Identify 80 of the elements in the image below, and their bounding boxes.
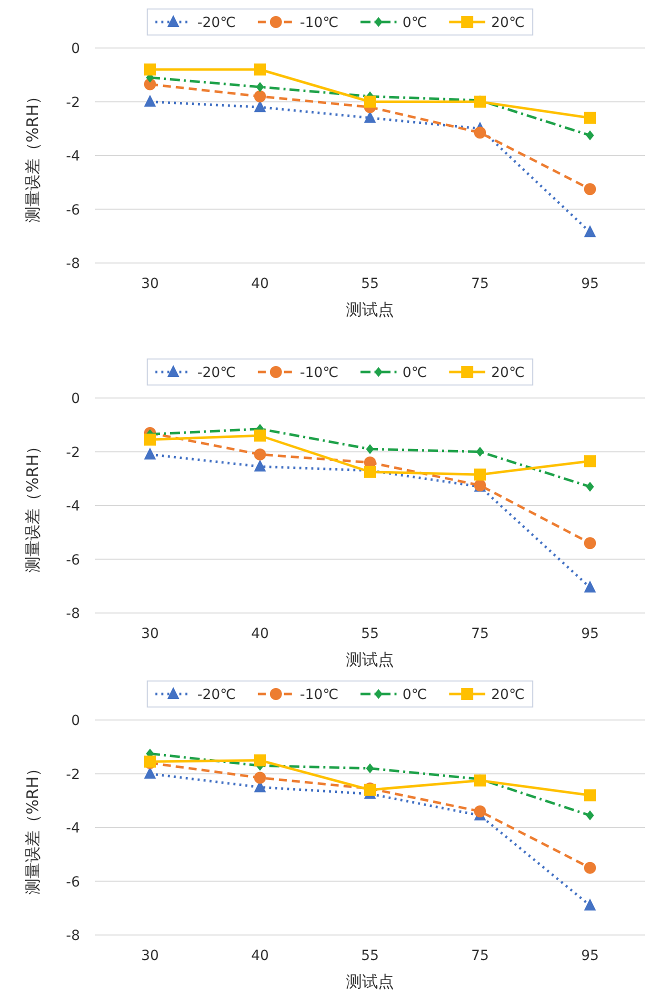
point: [474, 468, 486, 481]
x-tick-label: 40: [251, 276, 269, 292]
legend-label: 20℃: [491, 687, 525, 703]
x-tick-label: 75: [471, 276, 489, 292]
point: [584, 862, 596, 874]
legend-label: 20℃: [491, 15, 525, 31]
point: [254, 772, 266, 784]
legend-label: -20℃: [197, 687, 236, 703]
legend-label: -20℃: [197, 365, 236, 381]
legend-label: -10℃: [300, 365, 338, 381]
point: [584, 580, 596, 592]
x-tick-label: 75: [471, 948, 489, 964]
x-tick-label: 30: [141, 948, 159, 964]
x-tick-label: 55: [361, 626, 379, 642]
point: [586, 130, 594, 140]
point: [584, 183, 596, 196]
point: [586, 810, 594, 820]
y-tick-label: -6: [66, 552, 80, 568]
point: [256, 82, 264, 92]
y-tick-label: -6: [66, 202, 80, 218]
point: [584, 898, 596, 910]
x-tick-label: 30: [141, 626, 159, 642]
x-axis-title: 测试点: [346, 300, 394, 319]
x-tick-label: 40: [251, 948, 269, 964]
point: [584, 789, 596, 802]
y-tick-label: -4: [66, 498, 80, 514]
point: [366, 763, 374, 774]
legend-label: -20℃: [197, 15, 236, 31]
point: [584, 225, 596, 238]
point: [254, 90, 266, 102]
point: [144, 447, 156, 460]
x-tick-label: 55: [361, 948, 379, 964]
legend-label: 20℃: [491, 365, 525, 381]
point: [474, 126, 486, 139]
point: [584, 112, 596, 124]
point: [364, 96, 376, 108]
point: [586, 482, 594, 492]
point: [254, 754, 266, 766]
x-tick-label: 55: [361, 276, 379, 292]
point: [366, 444, 374, 454]
legend-label: 0℃: [402, 365, 428, 381]
legend-label: 0℃: [402, 15, 428, 31]
x-tick-label: 30: [141, 276, 159, 292]
x-tick-label: 40: [251, 626, 269, 642]
legend-label: 0℃: [402, 687, 428, 703]
y-tick-label: -6: [66, 874, 80, 890]
y-tick-label: -4: [66, 148, 80, 164]
y-tick-label: -8: [66, 606, 80, 622]
point: [474, 96, 486, 108]
x-axis-title: 测试点: [346, 650, 394, 669]
point: [254, 448, 266, 460]
y-tick-label: -8: [66, 928, 80, 944]
point: [254, 64, 266, 76]
point: [144, 64, 156, 76]
x-tick-label: 95: [581, 626, 599, 642]
x-axis-title: 测试点: [346, 972, 394, 991]
point: [584, 455, 596, 468]
point: [254, 460, 266, 472]
point: [476, 446, 484, 457]
point: [144, 434, 156, 446]
y-tick-label: 0: [71, 713, 80, 729]
legend-label: -10℃: [300, 687, 338, 703]
y-tick-label: 0: [71, 41, 80, 57]
y-axis-title: 测量误差（%RH）: [23, 760, 42, 895]
legend-label: -10℃: [300, 15, 338, 31]
point: [144, 94, 156, 107]
y-tick-label: -2: [66, 94, 80, 111]
x-tick-label: 95: [581, 276, 599, 292]
y-axis-title: 测量误差（%RH）: [23, 88, 42, 223]
y-tick-label: -2: [66, 766, 80, 783]
x-tick-label: 75: [471, 626, 489, 642]
point: [584, 537, 596, 550]
y-axis-title: 测量误差（%RH）: [23, 438, 42, 573]
point: [474, 805, 486, 818]
y-tick-label: -4: [66, 820, 80, 836]
y-tick-label: -2: [66, 444, 80, 461]
x-tick-label: 95: [581, 948, 599, 964]
y-tick-label: 0: [71, 391, 80, 407]
y-tick-label: -8: [66, 256, 80, 272]
point: [254, 430, 266, 442]
